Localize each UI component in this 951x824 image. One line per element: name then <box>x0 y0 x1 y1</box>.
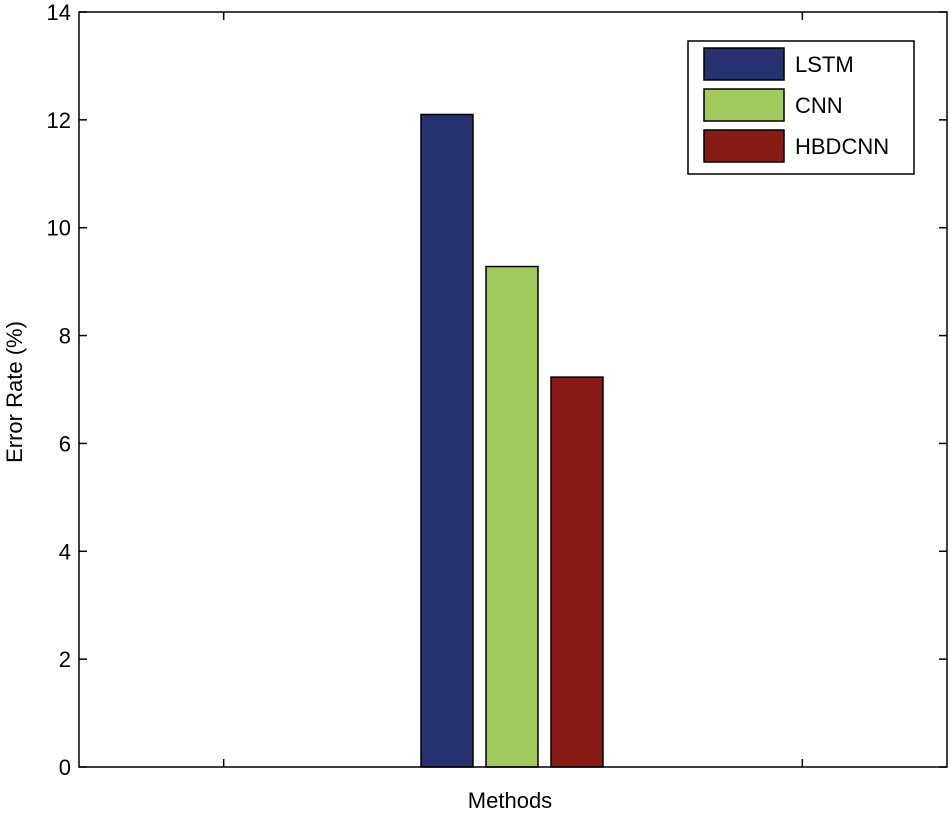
legend-swatch-hbdcnn <box>703 129 785 163</box>
y-tick-label: 0 <box>59 755 71 780</box>
legend: LSTM CNN HBDCNN <box>687 40 915 175</box>
bar-hbdcnn <box>550 376 604 768</box>
y-tick-label: 4 <box>59 539 71 564</box>
x-axis-label: Methods <box>468 788 552 813</box>
legend-label-cnn: CNN <box>795 93 843 118</box>
bar-cnn <box>485 265 539 768</box>
axes-frame <box>78 11 948 768</box>
axes <box>78 11 948 768</box>
legend-swatch-cnn <box>703 88 785 122</box>
y-ticks: 0 2 4 6 8 10 12 14 <box>47 0 947 780</box>
bars <box>420 113 604 768</box>
y-tick-label: 6 <box>59 431 71 456</box>
legend-swatch-lstm <box>703 47 785 81</box>
y-tick-label: 2 <box>59 647 71 672</box>
y-axis-label: Error Rate (%) <box>2 321 27 463</box>
y-tick-label: 14 <box>47 0 71 25</box>
y-tick-label: 8 <box>59 324 71 349</box>
bar-lstm <box>420 113 474 768</box>
y-tick-label: 12 <box>47 108 71 133</box>
legend-label-lstm: LSTM <box>795 52 854 77</box>
y-tick-label: 10 <box>47 216 71 241</box>
legend-label-hbdcnn: HBDCNN <box>795 134 889 159</box>
